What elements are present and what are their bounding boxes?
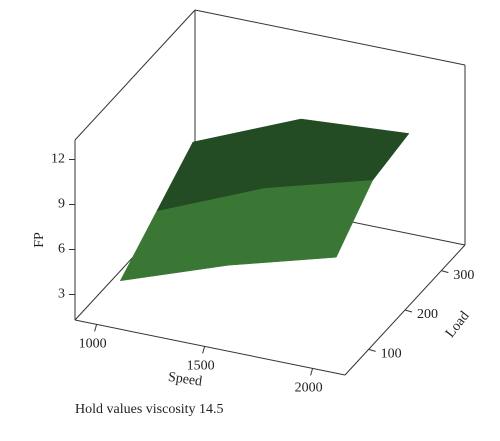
z-tick-label: 12 bbox=[51, 152, 65, 167]
y-tick bbox=[441, 270, 449, 274]
box-edge bbox=[194, 9, 466, 66]
y-tick bbox=[368, 348, 376, 352]
z-axis-title: FP bbox=[32, 232, 47, 248]
x-tick-label: 1500 bbox=[187, 359, 215, 374]
box-edge bbox=[74, 9, 196, 141]
x-axis-title: Speed bbox=[167, 370, 203, 390]
surface-cell bbox=[227, 180, 374, 266]
x-tick-label: 2000 bbox=[295, 381, 323, 396]
y-axis-title: Load bbox=[443, 309, 473, 341]
x-tick bbox=[94, 324, 98, 332]
y-tick-label: 300 bbox=[453, 268, 474, 283]
x-tick-label: 1000 bbox=[79, 337, 107, 352]
z-tick-label: 6 bbox=[58, 242, 65, 257]
z-tick-label: 3 bbox=[58, 287, 65, 302]
y-tick bbox=[404, 309, 413, 313]
note: Hold values viscosity 14.5 bbox=[75, 402, 224, 417]
x-tick bbox=[202, 346, 206, 354]
y-tick-label: 200 bbox=[417, 307, 438, 322]
box-edge bbox=[74, 319, 346, 376]
y-tick-label: 100 bbox=[381, 347, 402, 362]
z-tick-label: 9 bbox=[58, 197, 65, 212]
x-tick bbox=[310, 368, 314, 376]
